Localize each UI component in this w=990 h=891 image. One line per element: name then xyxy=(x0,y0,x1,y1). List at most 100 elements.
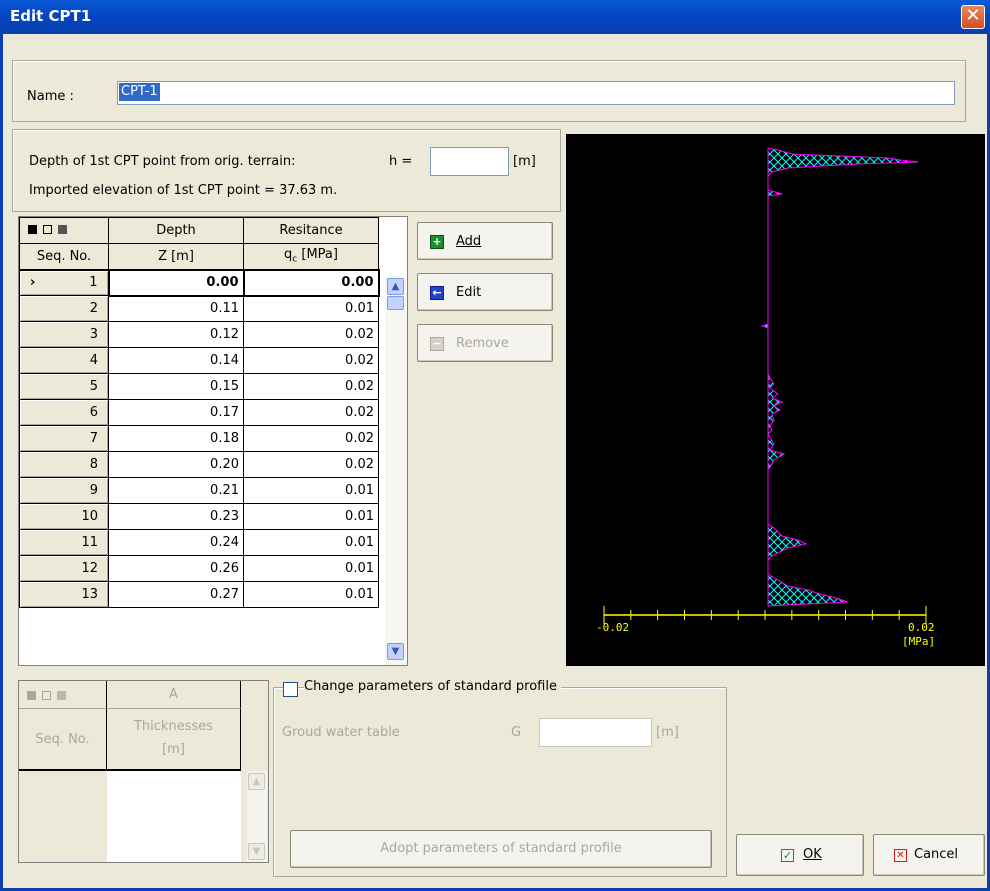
cpt-table-row[interactable]: 5 0.15 0.02 xyxy=(19,373,379,400)
resistance-cell[interactable]: 0.02 xyxy=(243,321,379,348)
scroll-thumb[interactable] xyxy=(387,296,404,310)
standard-profile-group: Change parameters of standard profile Gr… xyxy=(273,679,727,877)
depth-label: Depth of 1st CPT point from orig. terrai… xyxy=(29,154,296,169)
seq-cell[interactable]: 2 xyxy=(19,295,109,322)
adopt-params-button[interactable]: Adopt parameters of standard profile xyxy=(290,830,712,868)
resistance-header[interactable]: qc [MPa] xyxy=(243,243,379,270)
layer-thickness-title: Thicknesses xyxy=(133,719,214,734)
depth-cell[interactable]: 0.26 xyxy=(108,555,244,582)
depth-header-top[interactable]: Depth xyxy=(108,217,244,244)
depth-cell[interactable]: 0.11 xyxy=(108,295,244,322)
depth-cell[interactable]: 0.00 xyxy=(107,268,245,297)
depth-cell[interactable]: 0.15 xyxy=(108,373,244,400)
gwt-input[interactable] xyxy=(539,718,652,747)
cpt-table-row[interactable]: 2 0.11 0.01 xyxy=(19,295,379,322)
add-button[interactable]: + Add xyxy=(417,222,553,260)
cpt-table-row[interactable]: 9 0.21 0.01 xyxy=(19,477,379,504)
cpt-table-scrollbar[interactable]: ▲ ▼ xyxy=(385,276,407,665)
copy-row-icon[interactable] xyxy=(43,225,52,234)
depth-cell[interactable]: 0.14 xyxy=(108,347,244,374)
cpt-table-row[interactable]: 6 0.17 0.02 xyxy=(19,399,379,426)
layer-col-a-header[interactable]: A xyxy=(107,681,241,709)
resistance-cell[interactable]: 0.01 xyxy=(243,295,379,322)
ok-button[interactable]: ✓ OK xyxy=(736,834,864,876)
seq-cell[interactable]: 8 xyxy=(19,451,109,478)
layer-seq-header[interactable]: Seq. No. xyxy=(19,709,107,771)
seq-cell[interactable]: 12 xyxy=(19,555,109,582)
change-params-checkbox[interactable] xyxy=(283,682,298,697)
h-input[interactable] xyxy=(430,147,509,176)
cpt-table-row[interactable]: 10 0.23 0.01 xyxy=(19,503,379,530)
layer-thickness-header[interactable]: Thicknesses [m] xyxy=(107,709,241,771)
cpt-profile-plot: -0.02 0.02 [MPa] xyxy=(566,134,985,666)
close-icon: ✕ xyxy=(965,5,981,26)
resistance-cell[interactable]: 0.02 xyxy=(243,451,379,478)
depth-cell[interactable]: 0.20 xyxy=(108,451,244,478)
resistance-cell[interactable]: 0.00 xyxy=(242,268,380,297)
layer-scroll-down-arrow[interactable]: ▼ xyxy=(248,843,265,860)
gwt-symbol: G xyxy=(511,725,522,740)
cpt-table-row[interactable]: 7 0.18 0.02 xyxy=(19,425,379,452)
layer-insert-icon[interactable] xyxy=(27,691,36,700)
paste-row-icon[interactable] xyxy=(58,225,67,234)
cancel-button[interactable]: ✕ Cancel xyxy=(873,834,985,876)
resistance-cell[interactable]: 0.02 xyxy=(243,399,379,426)
layer-paste-icon[interactable] xyxy=(57,691,66,700)
x-axis-unit-label: [MPa] xyxy=(902,635,935,648)
seq-cell[interactable]: 13 xyxy=(19,581,109,608)
depth-cell[interactable]: 0.27 xyxy=(108,581,244,608)
resistance-cell[interactable]: 0.02 xyxy=(243,347,379,374)
resistance-cell[interactable]: 0.01 xyxy=(243,503,379,530)
plus-icon: + xyxy=(430,235,444,249)
resistance-cell[interactable]: 0.01 xyxy=(243,477,379,504)
depth-cell[interactable]: 0.23 xyxy=(108,503,244,530)
depth-cell[interactable]: 0.18 xyxy=(108,425,244,452)
depth-cell[interactable]: 0.21 xyxy=(108,477,244,504)
seq-cell[interactable]: 5 xyxy=(19,373,109,400)
depth-cell[interactable]: 0.24 xyxy=(108,529,244,556)
window-title: Edit CPT1 xyxy=(10,7,92,25)
cpt-table-row[interactable]: 12 0.26 0.01 xyxy=(19,555,379,582)
seq-header[interactable]: Seq. No. xyxy=(19,243,109,270)
seq-cell[interactable]: 10 xyxy=(19,503,109,530)
depth-cell[interactable]: 0.12 xyxy=(108,321,244,348)
close-button[interactable]: ✕ xyxy=(961,5,985,29)
depth-header[interactable]: Z [m] xyxy=(108,243,244,270)
name-label: Name : xyxy=(27,89,74,104)
resistance-header-top[interactable]: Resitance xyxy=(243,217,379,244)
cpt-table-row[interactable]: 3 0.12 0.02 xyxy=(19,321,379,348)
resistance-subscript: c xyxy=(292,255,298,266)
cpt-table-row[interactable]: › 1 0.00 0.00 xyxy=(19,268,380,297)
remove-button[interactable]: − Remove xyxy=(417,324,553,362)
cpt-table-row[interactable]: 4 0.14 0.02 xyxy=(19,347,379,374)
depth-cell[interactable]: 0.17 xyxy=(108,399,244,426)
edit-button-label: Edit xyxy=(456,285,482,300)
scroll-down-arrow[interactable]: ▼ xyxy=(387,643,404,660)
resistance-cell[interactable]: 0.01 xyxy=(243,555,379,582)
seq-cell[interactable]: › 1 xyxy=(19,269,109,296)
resistance-cell[interactable]: 0.02 xyxy=(243,373,379,400)
h-label: h = xyxy=(389,154,413,169)
resistance-cell[interactable]: 0.01 xyxy=(243,529,379,556)
seq-cell[interactable]: 3 xyxy=(19,321,109,348)
layer-scroll-up-arrow[interactable]: ▲ xyxy=(248,773,265,790)
edit-button[interactable]: ← Edit xyxy=(417,273,553,311)
insert-row-icon[interactable] xyxy=(28,225,37,234)
resistance-symbol: q xyxy=(284,247,293,263)
resistance-cell[interactable]: 0.02 xyxy=(243,425,379,452)
name-input[interactable]: CPT-1 xyxy=(117,81,955,105)
cpt-table: Depth Resitance Seq. No. Z [m] qc [MPa] … xyxy=(19,217,380,608)
resistance-cell[interactable]: 0.01 xyxy=(243,581,379,608)
cpt-table-row[interactable]: 11 0.24 0.01 xyxy=(19,529,379,556)
cpt-table-row[interactable]: 8 0.20 0.02 xyxy=(19,451,379,478)
cpt-table-row[interactable]: 13 0.27 0.01 xyxy=(19,581,379,608)
scroll-up-arrow[interactable]: ▲ xyxy=(387,278,404,295)
layer-copy-icon[interactable] xyxy=(42,691,51,700)
layer-table-scrollbar[interactable]: ▲ ▼ xyxy=(247,771,267,862)
seq-cell[interactable]: 6 xyxy=(19,399,109,426)
seq-cell[interactable]: 7 xyxy=(19,425,109,452)
seq-cell[interactable]: 11 xyxy=(19,529,109,556)
seq-cell[interactable]: 4 xyxy=(19,347,109,374)
seq-cell[interactable]: 9 xyxy=(19,477,109,504)
title-bar: Edit CPT1 ✕ xyxy=(0,0,990,34)
